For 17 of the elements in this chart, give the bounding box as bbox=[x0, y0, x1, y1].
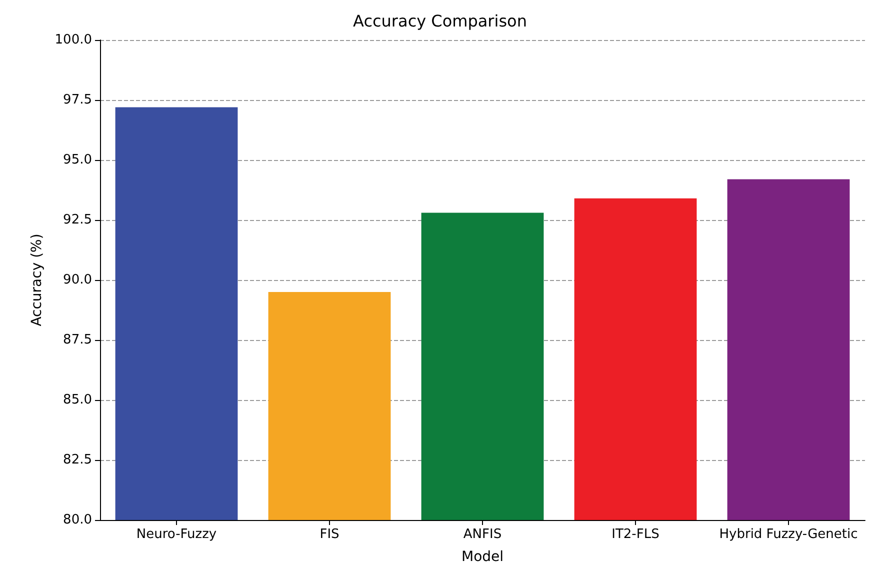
x-tick-label: Neuro-Fuzzy bbox=[136, 527, 217, 542]
x-tick-label: Hybrid Fuzzy-Genetic bbox=[719, 527, 858, 542]
x-tick-label: IT2-FLS bbox=[612, 527, 660, 542]
y-tick-label: 92.5 bbox=[63, 212, 92, 228]
x-tick-label: ANFIS bbox=[463, 527, 502, 542]
y-tick-label: 95.0 bbox=[63, 152, 92, 168]
x-axis-title: Model bbox=[461, 549, 504, 565]
y-tick-label: 87.5 bbox=[63, 332, 92, 348]
x-tick-label: FIS bbox=[320, 527, 340, 542]
y-tick-label: 80.0 bbox=[63, 512, 92, 528]
y-tick-label: 82.5 bbox=[63, 452, 92, 468]
y-tick-label: 85.0 bbox=[63, 392, 92, 408]
y-tick-label: 97.5 bbox=[63, 92, 92, 108]
y-tick-label: 100.0 bbox=[54, 32, 92, 48]
chart-title: Accuracy Comparison bbox=[353, 12, 527, 30]
y-tick-label: 90.0 bbox=[63, 272, 92, 288]
y-axis-title: Accuracy (%) bbox=[28, 234, 45, 326]
